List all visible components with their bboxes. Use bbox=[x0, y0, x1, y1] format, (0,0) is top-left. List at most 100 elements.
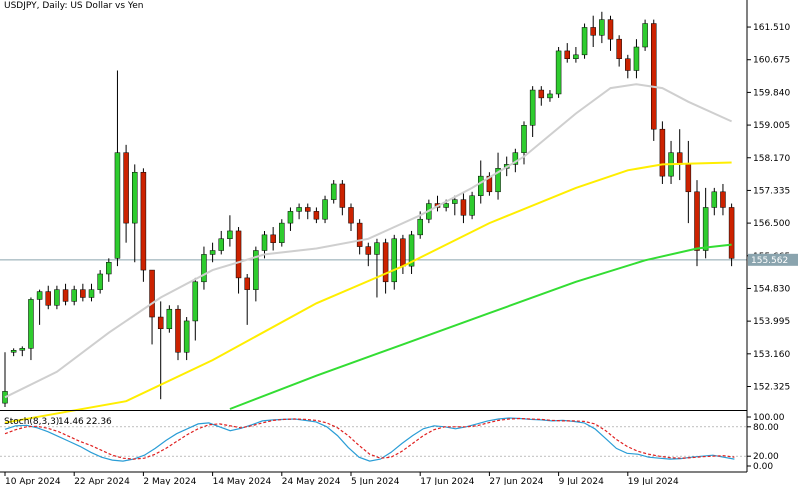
candle-body[interactable] bbox=[374, 242, 380, 255]
candle-body[interactable] bbox=[659, 128, 666, 177]
price-tick-label: 153.995 bbox=[753, 317, 790, 327]
candle-body[interactable] bbox=[538, 89, 545, 99]
stoch-signal-value: 22.36 bbox=[86, 417, 112, 427]
current-price-label: 155.562 bbox=[751, 256, 788, 266]
candle-body[interactable] bbox=[218, 238, 224, 251]
price-tick-label: 158.170 bbox=[753, 154, 790, 164]
candle-body[interactable] bbox=[296, 207, 302, 212]
candle-body[interactable] bbox=[694, 191, 700, 251]
candle-body[interactable] bbox=[88, 289, 95, 298]
candle-body[interactable] bbox=[616, 38, 622, 59]
time-tick-label: 27 Jun 2024 bbox=[489, 477, 543, 485]
candle-body[interactable] bbox=[651, 23, 657, 130]
candle-body[interactable] bbox=[330, 183, 337, 200]
candle-body[interactable] bbox=[581, 27, 588, 56]
candle-body[interactable] bbox=[452, 199, 458, 204]
candle-body[interactable] bbox=[642, 23, 648, 48]
candle-body[interactable] bbox=[573, 54, 579, 59]
candle-body[interactable] bbox=[183, 320, 190, 353]
candle-body[interactable] bbox=[305, 207, 311, 212]
ma-mid-line bbox=[4, 161, 732, 424]
ma-long-line bbox=[229, 243, 732, 410]
candle-body[interactable] bbox=[140, 171, 147, 271]
candle-body[interactable] bbox=[201, 254, 207, 283]
candle-body[interactable] bbox=[702, 207, 709, 251]
stochastic-panel[interactable] bbox=[0, 417, 747, 462]
candle-body[interactable] bbox=[244, 277, 250, 290]
candle-body[interactable] bbox=[19, 348, 26, 351]
candle-body[interactable] bbox=[711, 191, 718, 208]
candle-body[interactable] bbox=[564, 50, 570, 59]
candle-body[interactable] bbox=[10, 350, 17, 353]
candle-body[interactable] bbox=[720, 191, 726, 208]
candle-body[interactable] bbox=[469, 195, 475, 216]
candle-body[interactable] bbox=[382, 242, 389, 283]
price-tick-label: 153.160 bbox=[753, 350, 790, 360]
candle-body[interactable] bbox=[270, 234, 276, 243]
candle-body[interactable] bbox=[486, 175, 493, 193]
candle-body[interactable] bbox=[209, 250, 216, 255]
candle-body[interactable] bbox=[521, 125, 527, 153]
stoch-tick-label: 0.00 bbox=[753, 462, 773, 472]
candle-body[interactable] bbox=[253, 250, 259, 290]
candle-body[interactable] bbox=[356, 222, 363, 247]
candle-body[interactable] bbox=[348, 207, 354, 224]
candle-body[interactable] bbox=[36, 291, 43, 300]
candle-body[interactable] bbox=[495, 168, 501, 193]
candle-body[interactable] bbox=[339, 183, 346, 208]
candle-body[interactable] bbox=[599, 19, 605, 36]
candle-body[interactable] bbox=[443, 203, 449, 208]
candle-body[interactable] bbox=[149, 269, 155, 318]
candle-body[interactable] bbox=[123, 152, 129, 224]
candle-body[interactable] bbox=[365, 246, 372, 255]
candle-body[interactable] bbox=[478, 175, 484, 196]
candle-body[interactable] bbox=[166, 308, 173, 330]
candle-body[interactable] bbox=[114, 152, 121, 259]
stoch-main-line bbox=[4, 417, 735, 462]
candle-body[interactable] bbox=[590, 27, 596, 36]
candle-body[interactable] bbox=[227, 230, 233, 240]
candle-body[interactable] bbox=[625, 58, 631, 71]
chart-title: USDJPY, Daily: US Dollar vs Yen bbox=[4, 1, 143, 11]
candle-body[interactable] bbox=[80, 289, 86, 298]
candle-body[interactable] bbox=[322, 199, 328, 220]
candle-body[interactable] bbox=[28, 299, 34, 349]
candle-body[interactable] bbox=[62, 289, 69, 302]
candle-body[interactable] bbox=[547, 93, 553, 99]
candle-body[interactable] bbox=[460, 199, 467, 216]
candle-body[interactable] bbox=[97, 273, 103, 290]
candle-body[interactable] bbox=[512, 152, 519, 165]
candle-body[interactable] bbox=[408, 234, 415, 267]
candle-body[interactable] bbox=[313, 211, 320, 220]
time-tick-label: 17 Jun 2024 bbox=[420, 477, 474, 485]
candle-body[interactable] bbox=[106, 261, 112, 275]
candle-body[interactable] bbox=[633, 46, 640, 71]
candle-body[interactable] bbox=[192, 281, 199, 322]
candle-body[interactable] bbox=[54, 289, 60, 306]
candle-body[interactable] bbox=[607, 19, 614, 40]
candle-body[interactable] bbox=[728, 207, 735, 259]
candle-body[interactable] bbox=[676, 152, 683, 165]
candle-body[interactable] bbox=[279, 222, 285, 243]
candle-body[interactable] bbox=[400, 238, 406, 267]
candle-body[interactable] bbox=[235, 230, 242, 279]
candle-body[interactable] bbox=[417, 218, 423, 236]
candle-body[interactable] bbox=[685, 164, 692, 193]
candle-body[interactable] bbox=[45, 291, 51, 306]
candle-body[interactable] bbox=[132, 171, 138, 224]
candle-body[interactable] bbox=[287, 211, 294, 224]
candle-body[interactable] bbox=[175, 308, 181, 353]
candle-body[interactable] bbox=[71, 289, 77, 302]
candle-body[interactable] bbox=[555, 50, 562, 95]
candle-body[interactable] bbox=[391, 238, 397, 283]
price-panel[interactable] bbox=[0, 11, 747, 424]
candle-body[interactable] bbox=[157, 316, 164, 330]
candle-body[interactable] bbox=[261, 234, 268, 251]
stoch-tick-label: 80.00 bbox=[753, 423, 779, 433]
ma-short-line bbox=[4, 83, 733, 399]
stoch-main-value: 14.46 bbox=[58, 417, 84, 427]
candle-body[interactable] bbox=[529, 89, 536, 126]
